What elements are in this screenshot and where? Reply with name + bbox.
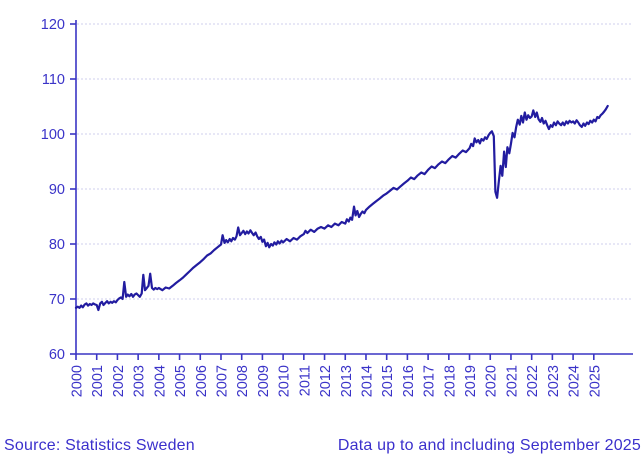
x-tick-label: 2012 bbox=[318, 365, 334, 397]
x-tick-label: 2020 bbox=[484, 365, 500, 397]
y-tick-labels: 60 70 80 90 100 110 120 bbox=[41, 17, 76, 363]
x-tick-label: 2024 bbox=[567, 365, 583, 397]
x-tick-label: 2000 bbox=[70, 365, 86, 397]
x-tick-label: 2010 bbox=[277, 365, 293, 397]
x-tick-label: 2001 bbox=[90, 365, 106, 397]
x-tick-labels: 2000 2001 2002 2003 2004 2005 2006 2007 2008 2009… bbox=[70, 354, 603, 397]
x-tick-label: 2003 bbox=[132, 365, 148, 397]
y-tick-label: 110 bbox=[42, 72, 65, 88]
x-tick-label: 2007 bbox=[214, 365, 230, 397]
y-tick-label: 120 bbox=[41, 17, 65, 33]
y-tick-label: 60 bbox=[49, 347, 65, 363]
x-tick-label: 2023 bbox=[546, 365, 562, 397]
gridlines bbox=[77, 23, 633, 300]
series-line bbox=[74, 104, 609, 312]
x-tick-label: 2009 bbox=[256, 365, 272, 397]
x-tick-label: 2004 bbox=[152, 365, 168, 397]
source-text: Source: Statistics Sweden bbox=[4, 437, 195, 454]
x-tick-label: 2006 bbox=[194, 365, 210, 397]
x-tick-label: 2014 bbox=[359, 365, 375, 397]
x-tick-label: 2019 bbox=[463, 365, 479, 397]
x-tick-label: 2002 bbox=[111, 365, 127, 397]
line-chart-figure: 60 70 80 90 100 110 120 2000 2001 2002 2003 2004 200… bbox=[41, 17, 633, 397]
x-tick-label: 2021 bbox=[504, 365, 520, 397]
axes bbox=[75, 20, 633, 355]
x-tick-label: 2018 bbox=[442, 365, 458, 397]
data-coverage-note: Data up to and including September 2025 bbox=[337, 437, 641, 454]
y-tick-label: 70 bbox=[49, 292, 65, 308]
y-tick-label: 80 bbox=[49, 237, 65, 253]
x-tick-label: 2017 bbox=[422, 365, 438, 397]
x-tick-label: 2005 bbox=[173, 365, 189, 397]
x-tick-label: 2008 bbox=[235, 365, 251, 397]
x-tick-label: 2011 bbox=[297, 365, 313, 396]
x-tick-label: 2015 bbox=[380, 365, 396, 397]
x-tick-label: 2022 bbox=[525, 365, 541, 397]
x-tick-label: 2025 bbox=[587, 365, 603, 397]
y-tick-label: 100 bbox=[41, 127, 65, 143]
x-tick-label: 2013 bbox=[339, 365, 355, 397]
x-tick-label: 2016 bbox=[401, 365, 417, 397]
y-tick-label: 90 bbox=[49, 182, 65, 198]
